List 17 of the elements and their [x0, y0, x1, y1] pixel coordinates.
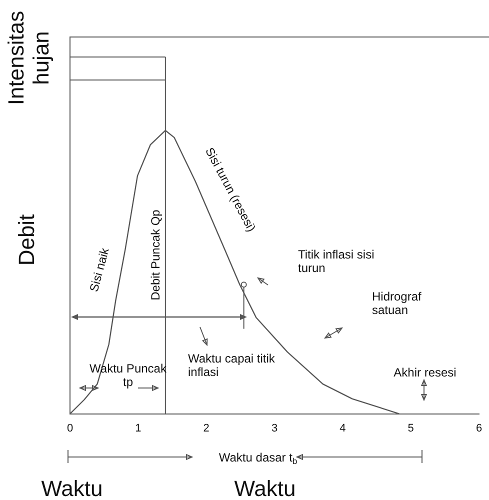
x-axis-title: Waktu: [234, 476, 296, 500]
ref-line-label: Debit Puncak Qp: [148, 209, 162, 300]
text: Intensitas hujan: [3, 10, 54, 106]
x-tick-label: 6: [476, 422, 482, 434]
text: Waktu: [41, 476, 103, 500]
annotation: Sisi naik: [86, 245, 112, 294]
annotation: Akhir resesi: [394, 365, 456, 380]
x-tick-label: 5: [408, 422, 414, 434]
x-tick-label: 0: [66, 422, 74, 434]
x-tick-label: 1: [135, 422, 142, 434]
annotation: Titik inflasi sisi turun: [298, 247, 374, 276]
y-axis-title: Debit: [14, 214, 40, 266]
x-tick-label: 3: [271, 422, 278, 434]
annotation: Waktu capai titik inflasi: [188, 351, 276, 380]
annotation: Hidrograf satuan: [372, 289, 422, 318]
x-tick-label: 2: [203, 422, 210, 434]
x-tick-label: 4: [340, 422, 346, 434]
